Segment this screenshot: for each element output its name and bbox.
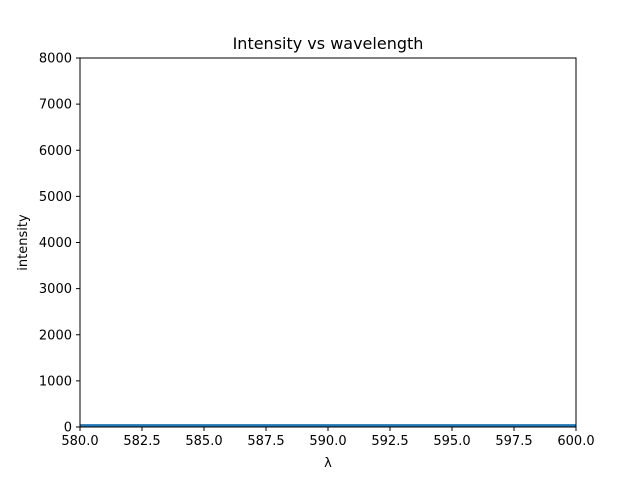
y-tick-label: 2000 (39, 328, 72, 343)
plot-area (80, 58, 576, 427)
y-tick-label: 4000 (39, 236, 72, 251)
y-tick-label: 6000 (39, 144, 72, 159)
y-tick-label: 0 (64, 421, 72, 436)
y-tick-label: 3000 (39, 282, 72, 297)
x-tick-label: 595.0 (433, 434, 470, 449)
x-tick-label: 585.0 (185, 434, 222, 449)
y-axis-ticks: 0 1000 2000 3000 4000 5000 6000 7000 8000 (39, 52, 80, 436)
x-tick-label: 590.0 (309, 434, 346, 449)
x-tick-label: 600.0 (557, 434, 594, 449)
x-tick-label: 592.5 (371, 434, 408, 449)
x-tick-label: 582.5 (123, 434, 160, 449)
y-tick-label: 8000 (39, 52, 72, 67)
x-tick-label: 580.0 (61, 434, 98, 449)
y-tick-label: 1000 (39, 374, 72, 389)
x-tick-label: 587.5 (247, 434, 284, 449)
x-axis-label: λ (324, 456, 332, 471)
y-tick-label: 7000 (39, 98, 72, 113)
chart-title: Intensity vs wavelength (233, 34, 424, 53)
y-tick-label: 5000 (39, 190, 72, 205)
x-tick-label: 597.5 (495, 434, 532, 449)
y-axis-label: intensity (16, 214, 31, 271)
x-axis-ticks: 580.0 582.5 585.0 587.5 590.0 592.5 595.0 597.5… (61, 427, 595, 449)
